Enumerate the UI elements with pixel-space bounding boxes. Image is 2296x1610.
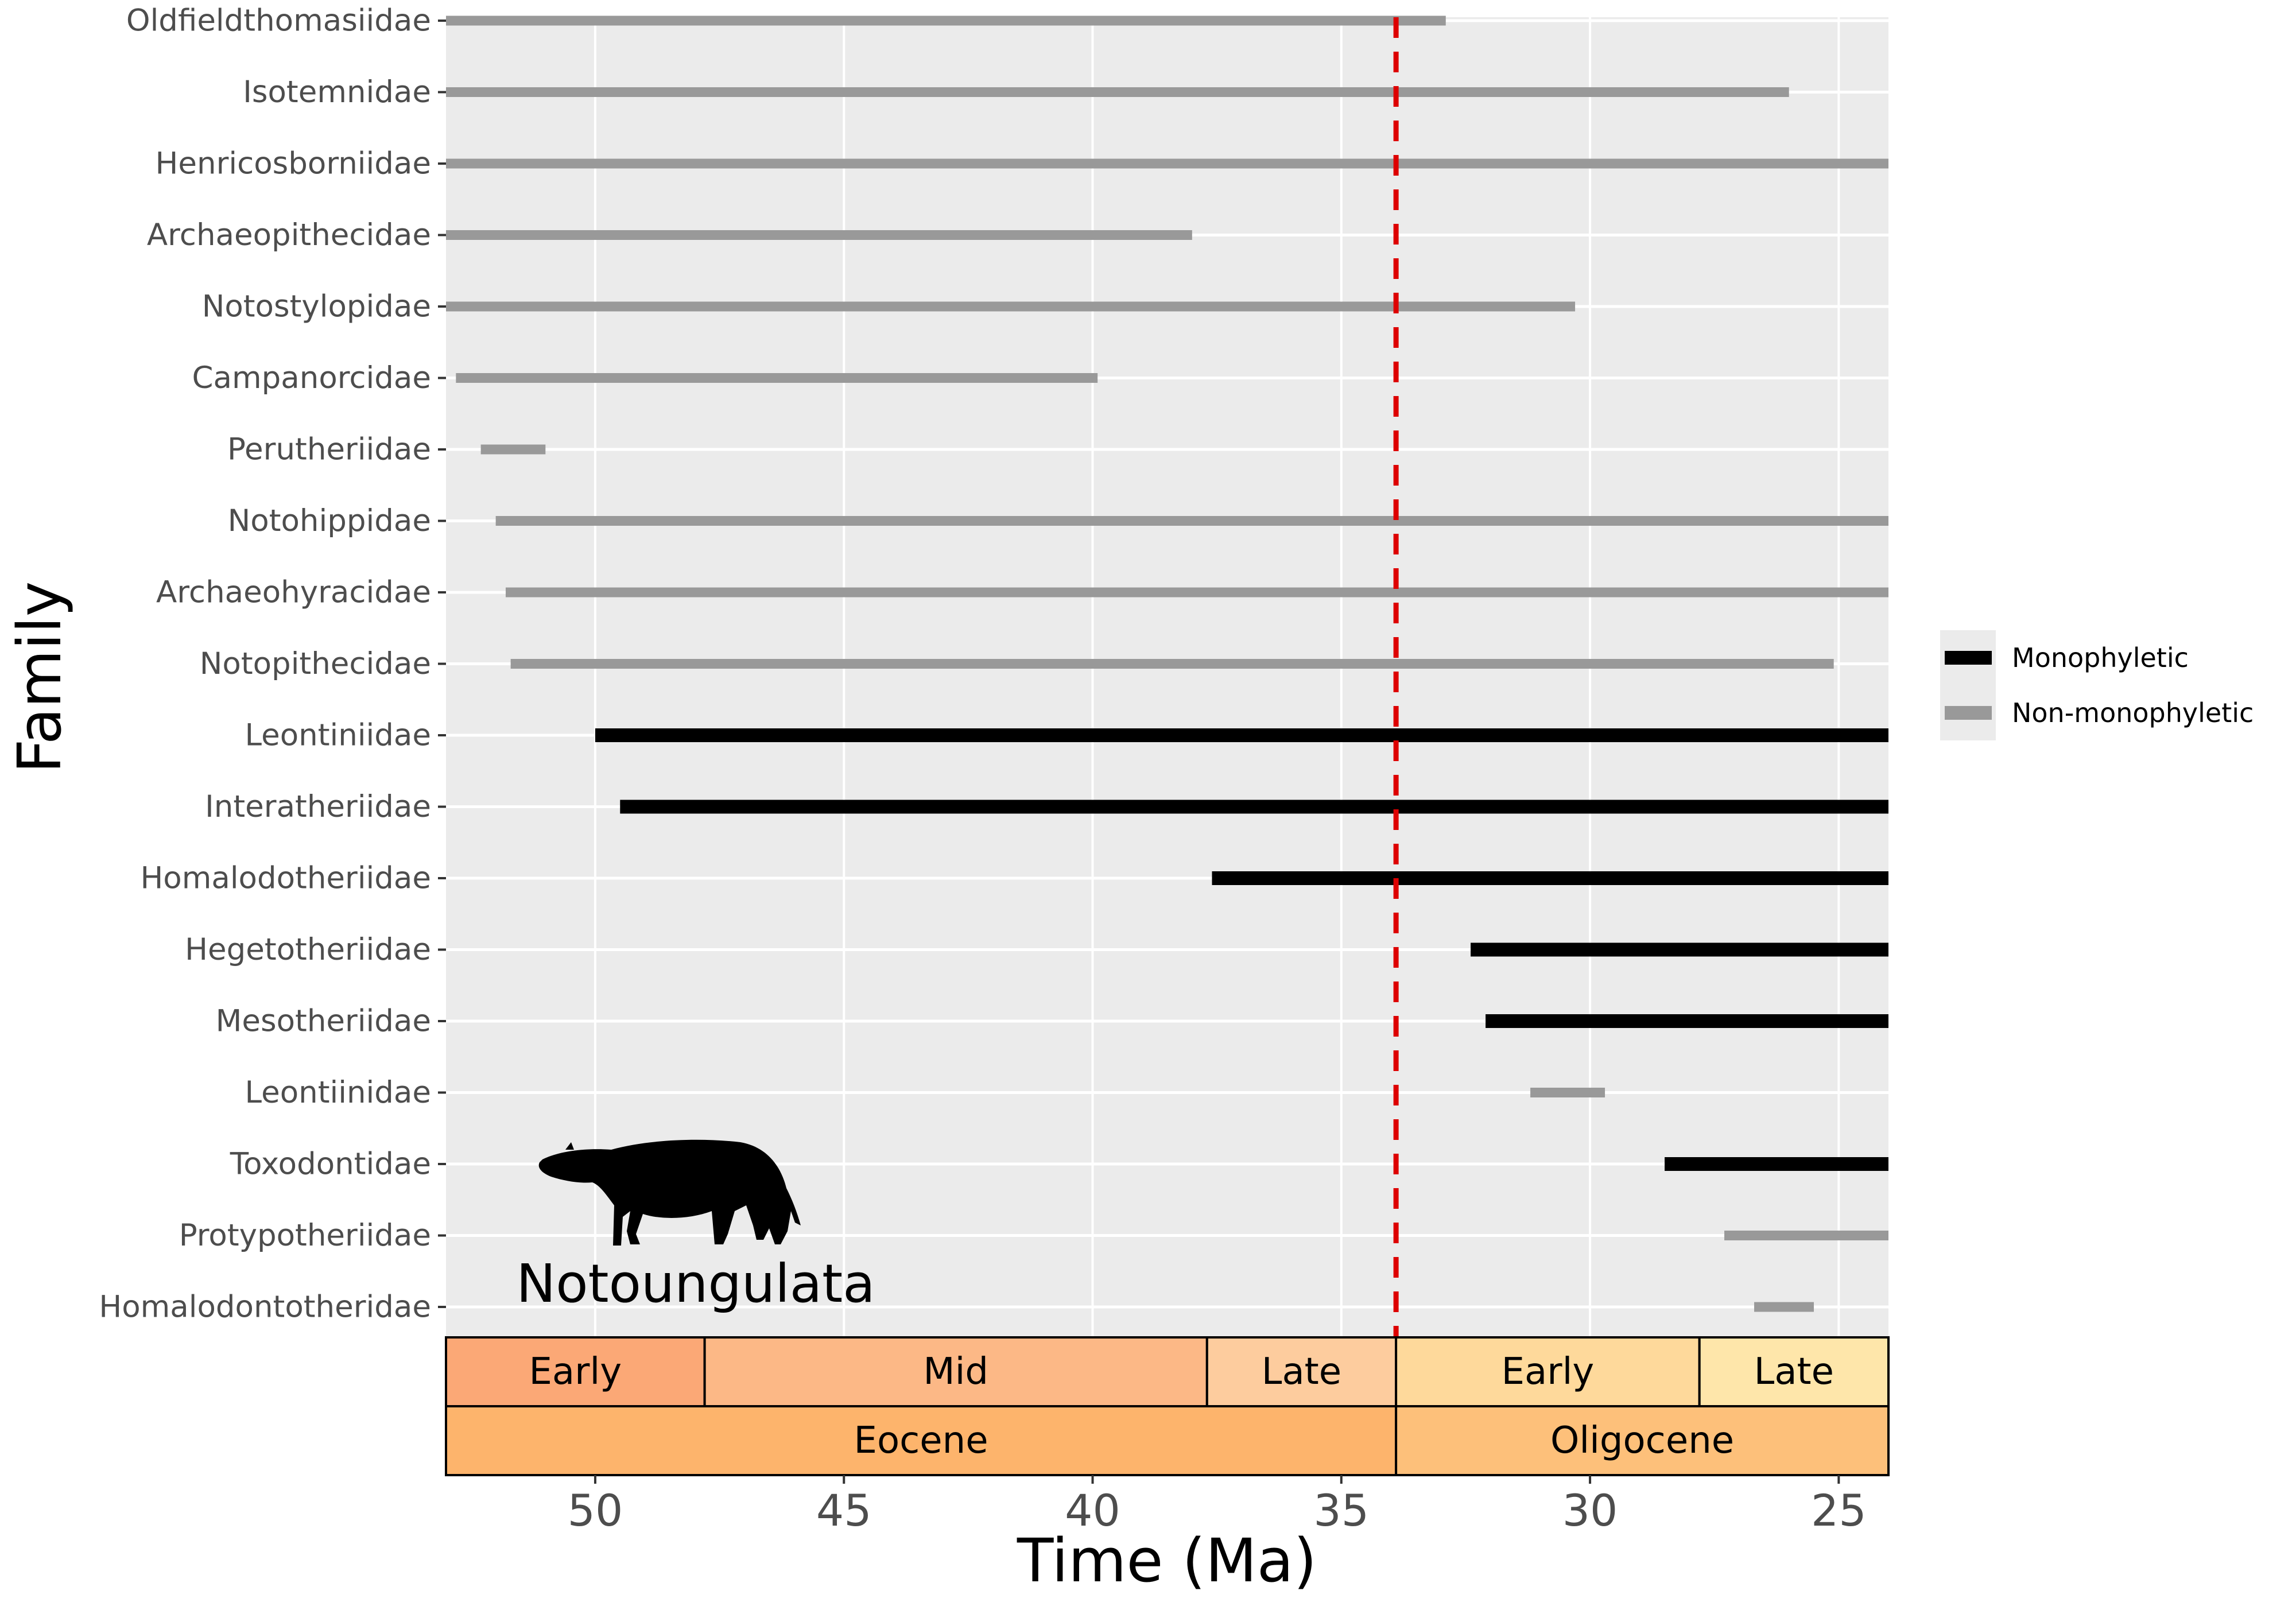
- family-label: Homalodotheriidae: [140, 861, 431, 896]
- range-bars: [446, 15, 1888, 1312]
- stage-label: Late: [1754, 1351, 1834, 1393]
- family-label: Mesotheriidae: [216, 1004, 431, 1039]
- legend-label-non-monophyletic: Non-monophyletic: [2012, 697, 2254, 728]
- x-tick-label: 40: [1065, 1485, 1120, 1536]
- stage-label: Late: [1262, 1351, 1341, 1393]
- stage-label: Mid: [923, 1351, 988, 1393]
- legend-background: [1940, 630, 1996, 740]
- family-label: Notopithecidae: [200, 646, 431, 681]
- notoungulata-silhouette-icon: [538, 1139, 801, 1246]
- stage-band: [1395, 1336, 1701, 1407]
- family-label: Notohippidae: [228, 503, 431, 538]
- plot-panel: [446, 17, 1888, 1337]
- family-label: Toxodontidae: [230, 1147, 431, 1182]
- stage-band: [1205, 1336, 1398, 1407]
- x-tick-label: 35: [1313, 1485, 1369, 1536]
- family-label: Perutheriidae: [227, 432, 431, 467]
- family-label: Henricosborniidae: [156, 146, 431, 181]
- family-label: Oldfieldthomasiidae: [126, 3, 431, 38]
- geologic-timescale: Early Mid Late Early Late Eocene Oligocene: [445, 1336, 1890, 1476]
- family-label: Notostylopidae: [202, 289, 431, 324]
- family-label: Protypotheriidae: [179, 1218, 431, 1253]
- stage-band: [703, 1336, 1208, 1407]
- family-label: Campanorcidae: [192, 360, 431, 395]
- x-axis-title: Time (Ma): [1017, 1526, 1317, 1596]
- stage-label: Early: [1502, 1351, 1595, 1393]
- epoch-label: Eocene: [854, 1419, 988, 1462]
- stage-band: [445, 1336, 706, 1407]
- x-tick-label: 25: [1811, 1485, 1867, 1536]
- stage-label: Early: [529, 1351, 622, 1393]
- x-tick-label: 50: [568, 1485, 623, 1536]
- legend-label-monophyletic: Monophyletic: [2012, 642, 2189, 673]
- epoch-label: Oligocene: [1550, 1419, 1734, 1462]
- stage-band: [1698, 1336, 1890, 1407]
- x-axis-ticks: 50 45 40 35 30 25: [568, 1475, 1867, 1536]
- family-label: Interatheriidae: [205, 789, 431, 824]
- family-label: Archaeohyracidae: [156, 575, 431, 610]
- family-labels: Oldfieldthomasiidae Isotemnidae Henricosbo…: [99, 3, 446, 1325]
- family-label: Isotemnidae: [243, 75, 431, 110]
- family-label: Leontiniidae: [245, 718, 432, 753]
- legend: Monophyletic Non-monophyletic: [1940, 630, 2254, 740]
- family-label: Homalodontotheridae: [99, 1290, 431, 1325]
- x-tick-label: 30: [1562, 1485, 1618, 1536]
- family-label: Leontiinidae: [245, 1075, 432, 1110]
- x-tick-label: 45: [816, 1485, 872, 1536]
- annotation-label: Notoungulata: [516, 1253, 875, 1314]
- family-label: Hegetotheriidae: [185, 932, 431, 967]
- epoch-band: [1395, 1405, 1890, 1476]
- family-label: Archaeopithecidae: [147, 218, 431, 253]
- y-axis-title: Family: [5, 581, 75, 774]
